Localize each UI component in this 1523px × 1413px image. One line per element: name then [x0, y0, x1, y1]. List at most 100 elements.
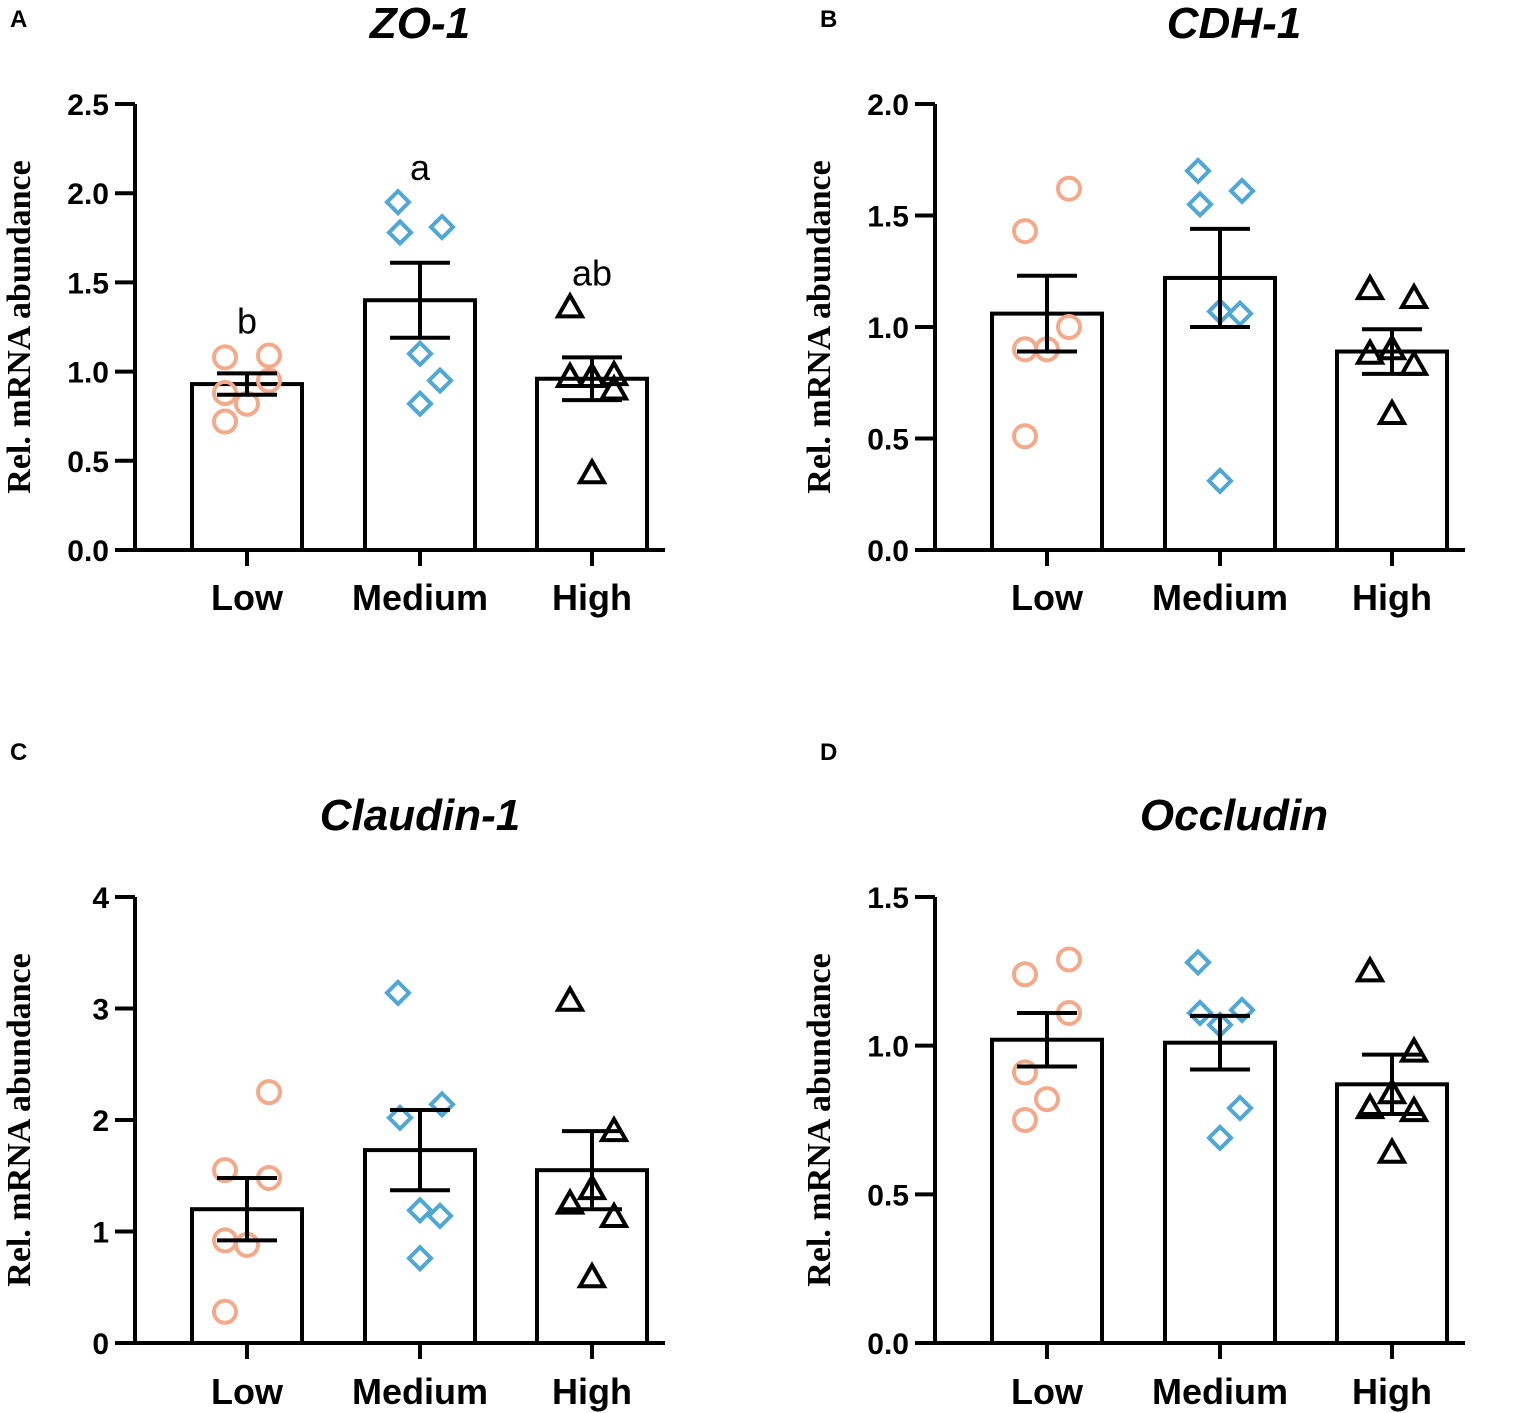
y-tick-label: 0.0	[867, 1328, 909, 1361]
data-point	[554, 1187, 586, 1215]
chart-title: CDH-1	[1167, 0, 1301, 48]
data-point	[1056, 175, 1082, 202]
chart-panel-b: B CDH-1 Rel. mRNA abundance 0.0 0.5 1.0 1.5 2.0…	[801, 0, 1465, 618]
y-tick-label: 0.5	[67, 446, 109, 479]
data-point	[1012, 423, 1038, 450]
panel-letter: D	[820, 739, 837, 766]
y-axis-label: Rel. mRNA abundance	[801, 160, 838, 493]
significance-letter: b	[237, 301, 257, 342]
data-point	[256, 342, 282, 369]
y-tick-label: 1.5	[867, 201, 909, 234]
y-tick-label: 1.5	[67, 267, 109, 300]
x-tick-label: Low	[1011, 1371, 1084, 1412]
data-point	[1012, 961, 1038, 988]
y-tick-label: 1.0	[67, 357, 109, 390]
data-point	[426, 1202, 454, 1230]
x-tick-label: High	[1352, 1371, 1432, 1412]
data-point	[554, 291, 586, 319]
data-point	[428, 213, 456, 241]
data-point	[1226, 299, 1254, 328]
data-point	[212, 1298, 238, 1325]
data-point	[1228, 996, 1256, 1024]
chart-title: Occludin	[1140, 791, 1328, 840]
data-point	[1354, 273, 1386, 301]
data-point	[554, 984, 586, 1012]
y-tick-label: 1.0	[867, 1031, 909, 1064]
data-point	[576, 457, 608, 485]
y-tick-label: 1	[92, 1217, 109, 1250]
data-point	[406, 389, 434, 418]
bar	[190, 382, 304, 553]
significance-letter: a	[410, 147, 431, 188]
chart-panel-d: D Occludin Rel. mRNA abundance 0.0 0.5 1.0 1.5…	[801, 739, 1465, 1412]
y-tick-label: 0.0	[867, 535, 909, 568]
data-point	[1012, 1107, 1038, 1133]
data-point	[1056, 314, 1082, 340]
data-point	[1376, 397, 1408, 425]
y-axis-label: Rel. mRNA abundance	[1, 953, 38, 1286]
data-point	[1354, 337, 1386, 365]
data-point	[1226, 1094, 1254, 1122]
y-tick-label: 0	[92, 1328, 109, 1361]
data-point	[406, 1196, 434, 1225]
chart-title: ZO-1	[368, 0, 470, 48]
y-tick-label: 2.5	[67, 89, 109, 122]
chart-panel-a: A ZO-1 Rel. mRNA abundance 0.0 0.5 1.0 1.5 2.0 2…	[1, 0, 665, 618]
data-point	[1398, 1035, 1430, 1063]
bar	[1335, 349, 1449, 552]
data-point	[386, 218, 414, 247]
panel-letter: C	[10, 739, 27, 766]
y-tick-label: 0.0	[67, 535, 109, 568]
data-point	[1228, 177, 1256, 205]
data-point	[554, 360, 586, 388]
data-point	[212, 344, 238, 371]
data-point	[576, 1261, 608, 1289]
panel-letter: B	[820, 6, 837, 33]
y-axis-label: Rel. mRNA abundance	[1, 160, 38, 493]
panel-letter: A	[10, 6, 27, 33]
data-point	[1398, 1095, 1430, 1123]
data-point	[212, 1157, 238, 1184]
data-point	[384, 188, 412, 216]
y-axis-label: Rel. mRNA abundance	[801, 953, 838, 1286]
chart-title: Claudin-1	[320, 791, 520, 840]
x-tick-label: Medium	[1152, 1371, 1288, 1412]
data-point	[426, 366, 454, 395]
y-tick-label: 2	[92, 1105, 109, 1138]
y-tick-label: 3	[92, 994, 109, 1027]
x-tick-label: High	[1352, 577, 1432, 618]
data-point	[384, 979, 412, 1007]
data-point	[1354, 1092, 1386, 1120]
data-point	[256, 1079, 282, 1106]
y-tick-label: 1.5	[867, 882, 909, 915]
data-point	[1184, 157, 1212, 185]
bar	[1163, 1040, 1277, 1346]
data-point	[256, 367, 282, 394]
bar	[1335, 1082, 1449, 1345]
y-tick-label: 1.0	[867, 312, 909, 345]
data-point	[1184, 948, 1212, 977]
y-tick-label: 4	[92, 882, 109, 915]
x-tick-label: Medium	[1152, 577, 1288, 618]
data-point	[1206, 467, 1234, 495]
x-tick-label: High	[552, 1371, 632, 1412]
x-tick-label: Medium	[352, 577, 488, 618]
data-point	[1354, 955, 1386, 983]
x-tick-label: Low	[211, 577, 284, 618]
data-point	[428, 1090, 456, 1119]
significance-letter: ab	[572, 252, 612, 293]
data-point	[598, 1200, 630, 1229]
data-point	[1376, 1136, 1408, 1164]
data-point	[406, 339, 434, 368]
x-tick-label: Medium	[352, 1371, 488, 1412]
data-point	[406, 1244, 434, 1273]
x-tick-label: Low	[1011, 577, 1084, 618]
y-tick-label: 0.5	[867, 1179, 909, 1212]
data-point	[1186, 190, 1214, 219]
y-tick-label: 2.0	[867, 89, 909, 122]
data-point	[1012, 1059, 1038, 1086]
data-point	[1206, 1124, 1234, 1152]
x-tick-label: High	[552, 577, 632, 618]
data-point	[1056, 946, 1082, 973]
